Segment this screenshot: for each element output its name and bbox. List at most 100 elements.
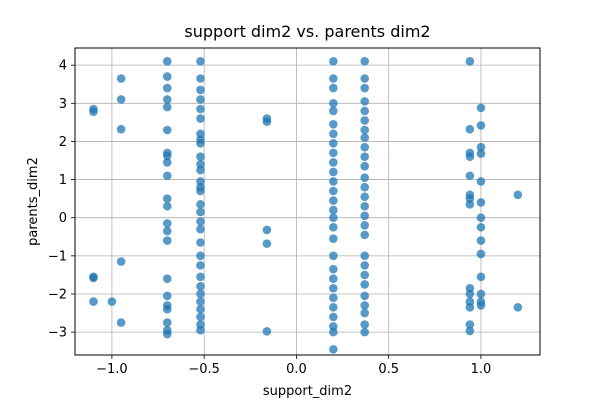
y-tick-label: −3 — [48, 326, 67, 341]
data-point — [329, 196, 338, 205]
x-tick-label: 0.0 — [286, 362, 307, 377]
data-point — [360, 74, 370, 83]
chart-title: support dim2 vs. parents dim2 — [184, 22, 430, 41]
data-point — [329, 139, 338, 148]
data-point — [360, 301, 370, 310]
data-point — [262, 225, 272, 235]
data-point — [329, 158, 338, 167]
data-point — [116, 318, 126, 327]
x-tick-label: −0.5 — [188, 362, 220, 377]
data-point — [329, 234, 338, 243]
data-point — [162, 194, 172, 203]
data-point — [476, 289, 486, 299]
data-point — [329, 106, 338, 116]
y-tick-label: 4 — [59, 59, 67, 74]
data-point — [196, 272, 205, 282]
x-tick-label: 1.0 — [471, 362, 492, 377]
data-point — [89, 273, 98, 283]
data-point — [116, 124, 126, 134]
data-point — [476, 236, 486, 245]
data-point — [162, 274, 172, 284]
data-point — [360, 327, 370, 337]
data-point — [329, 57, 338, 66]
data-point — [360, 173, 370, 182]
data-point — [196, 95, 205, 104]
data-point — [116, 257, 126, 266]
data-point — [513, 303, 523, 312]
data-point — [465, 200, 475, 209]
data-point — [360, 270, 370, 280]
data-point — [329, 213, 338, 223]
y-tick-label: −1 — [48, 249, 67, 264]
data-point — [360, 161, 370, 171]
data-point — [476, 301, 486, 310]
data-point — [329, 264, 338, 274]
data-point — [196, 165, 205, 175]
data-point — [162, 304, 172, 314]
data-point — [476, 149, 486, 158]
data-point — [162, 329, 172, 339]
data-point — [196, 200, 205, 209]
data-point — [476, 249, 486, 259]
x-tick-label: −1.0 — [96, 362, 128, 377]
data-point — [262, 117, 272, 126]
data-point — [196, 251, 205, 261]
data-point — [162, 201, 172, 211]
data-point — [465, 320, 475, 329]
data-point — [476, 198, 486, 207]
data-point — [196, 289, 205, 299]
y-tick-label: −2 — [48, 287, 67, 302]
data-point — [360, 308, 370, 318]
data-point — [196, 186, 205, 196]
data-point — [329, 98, 338, 108]
data-point — [196, 238, 205, 247]
data-point — [162, 236, 172, 245]
data-point — [465, 171, 475, 181]
data-point — [476, 177, 486, 186]
y-tick-label: 0 — [59, 211, 67, 226]
data-point — [196, 207, 205, 217]
data-point — [329, 119, 338, 129]
data-point — [360, 106, 370, 116]
data-point — [262, 327, 272, 336]
data-point — [360, 230, 370, 240]
data-point — [162, 125, 172, 135]
data-point — [116, 95, 126, 104]
data-point — [329, 129, 338, 139]
data-point — [196, 152, 205, 161]
x-axis-label: support_dim2 — [263, 384, 352, 399]
y-tick-label: 1 — [59, 173, 67, 188]
data-point — [329, 222, 338, 232]
data-point — [196, 325, 205, 335]
data-point — [329, 177, 338, 186]
data-point — [196, 74, 205, 83]
data-point — [196, 85, 205, 95]
data-point — [329, 327, 338, 337]
data-point — [360, 251, 370, 261]
data-point — [465, 57, 475, 66]
data-points — [89, 57, 523, 354]
data-point — [162, 318, 172, 327]
data-point — [116, 74, 126, 83]
data-point — [360, 182, 370, 192]
data-point — [465, 289, 475, 299]
data-point — [196, 139, 205, 148]
data-point — [360, 221, 370, 230]
data-point — [162, 171, 172, 181]
data-point — [162, 72, 172, 81]
data-point — [476, 222, 486, 232]
data-point — [360, 280, 370, 289]
data-point — [360, 116, 370, 125]
y-axis-ticks: −3 −2 −1 0 1 2 3 4 — [48, 59, 75, 341]
data-point — [196, 217, 205, 226]
data-point — [162, 151, 172, 161]
data-point — [329, 274, 338, 284]
data-point — [89, 107, 98, 116]
data-point — [476, 142, 486, 152]
data-point — [360, 320, 370, 329]
data-point — [196, 282, 205, 291]
data-point — [162, 83, 172, 93]
data-point — [162, 102, 172, 112]
y-axis-label: parents_dim2 — [26, 157, 41, 246]
